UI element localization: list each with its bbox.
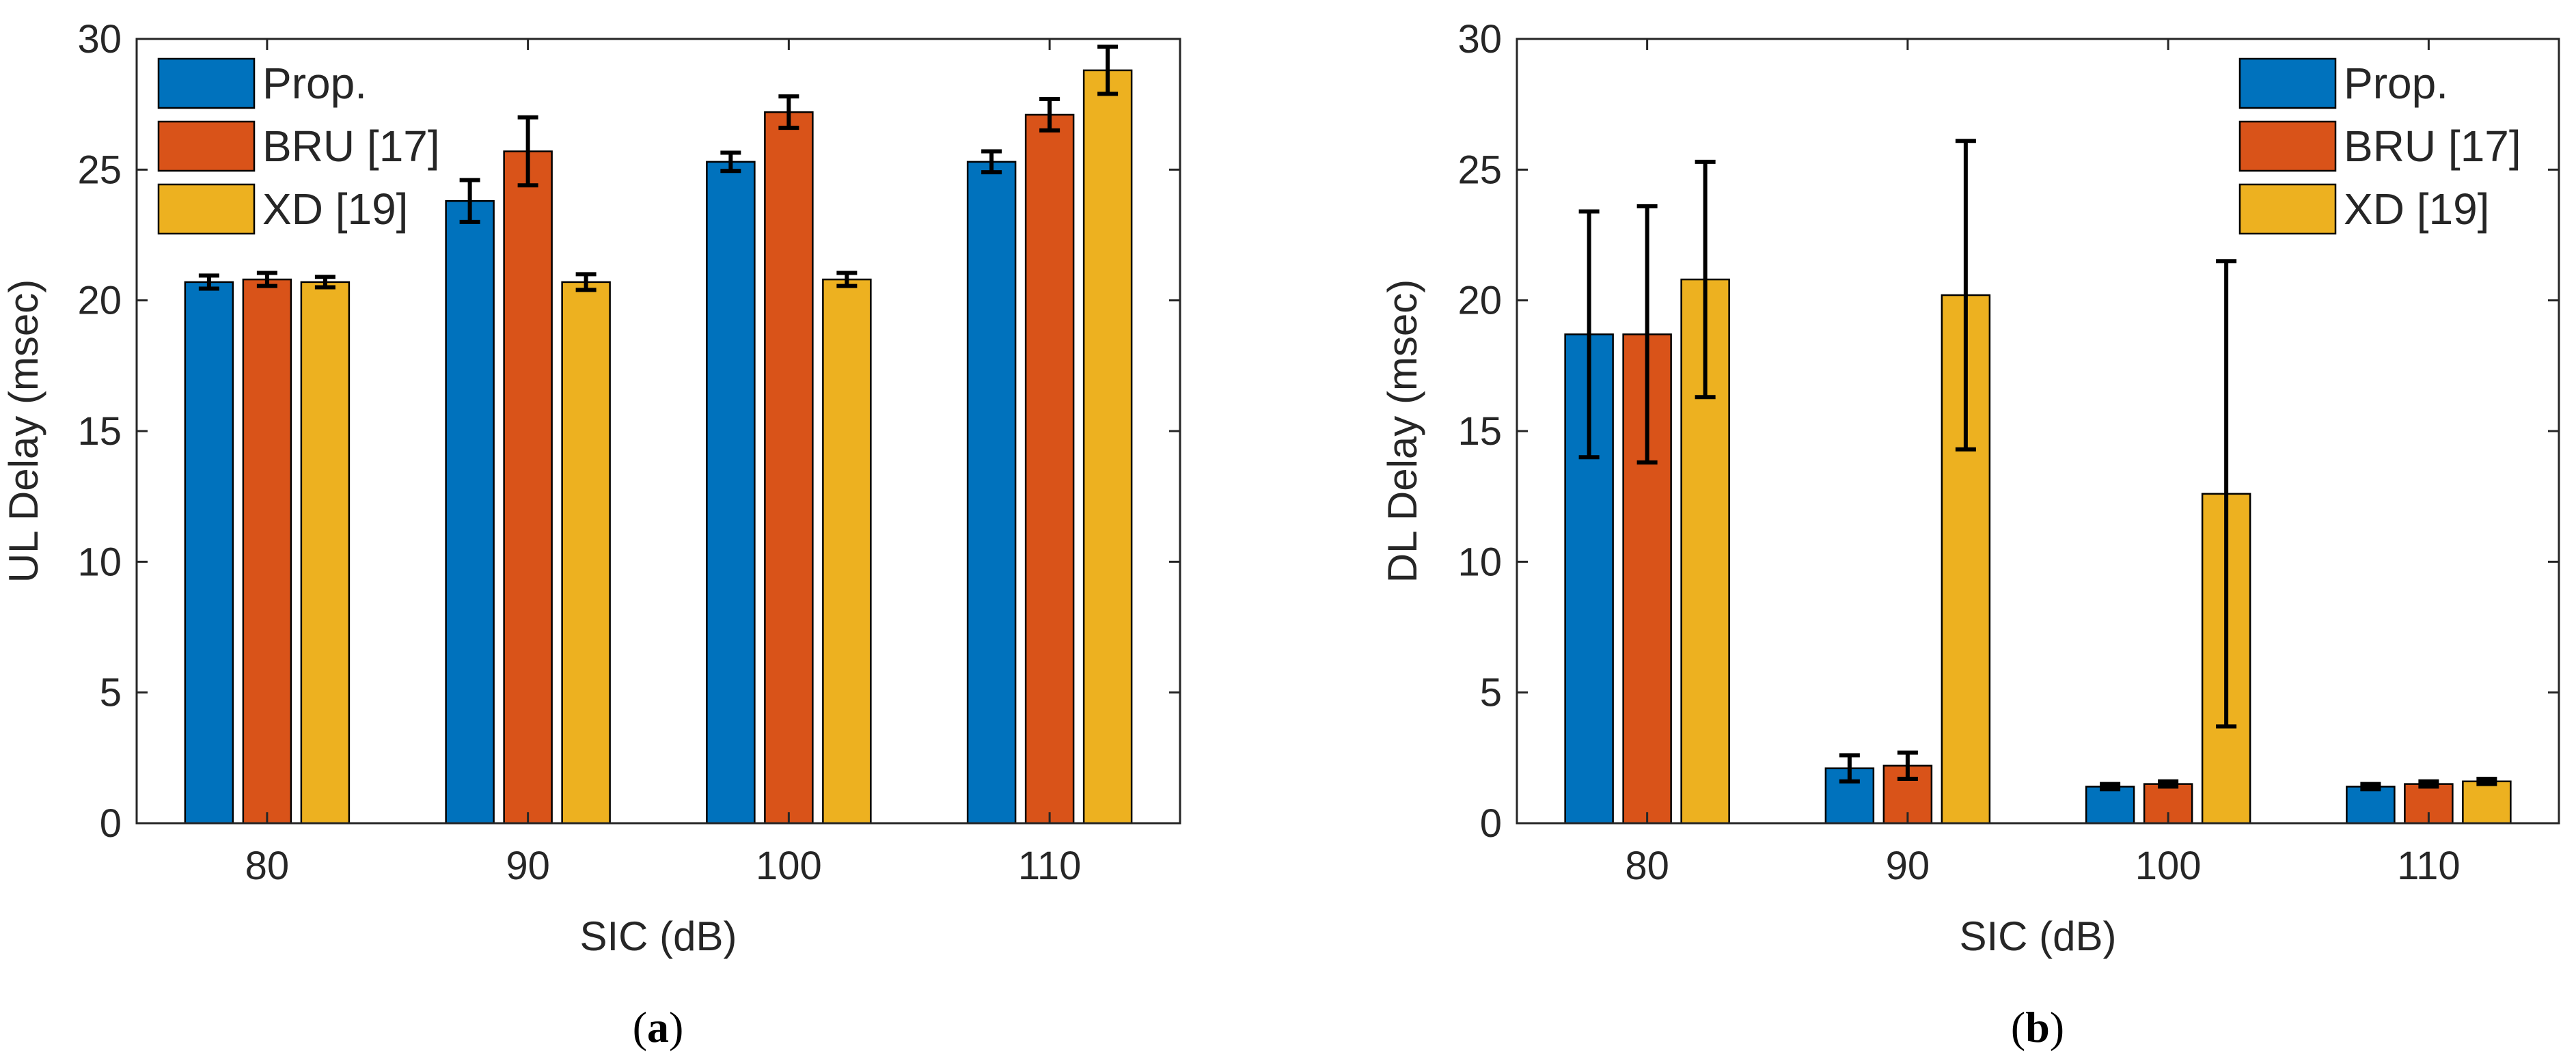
y-axis-label: UL Delay (msec) xyxy=(1,279,46,583)
error-bar xyxy=(2158,779,2179,789)
y-tick-label: 0 xyxy=(1480,801,1502,846)
legend-swatch xyxy=(2238,120,2337,172)
bar-XD [19]-110 xyxy=(2462,780,2512,825)
error-bar xyxy=(2216,259,2237,729)
x-tick-label: 80 xyxy=(245,844,290,888)
bar-Prop.-100 xyxy=(706,161,756,825)
y-tick-label: 5 xyxy=(100,671,122,715)
error-bar xyxy=(2100,782,2121,792)
panel-caption: (b) xyxy=(2011,1003,2064,1051)
y-tick-label: 10 xyxy=(1457,540,1502,584)
error-bar xyxy=(1897,750,1918,781)
y-tick-label: 25 xyxy=(1457,148,1502,192)
legend-swatch xyxy=(2238,183,2337,235)
error-bar xyxy=(2360,782,2381,792)
bar-BRU [17]-90 xyxy=(503,150,553,825)
y-tick-label: 5 xyxy=(1480,671,1502,715)
y-tick-label: 25 xyxy=(77,148,122,192)
error-bar xyxy=(1636,204,1658,465)
error-bar xyxy=(1955,139,1976,452)
bar-XD [19]-80 xyxy=(300,281,351,825)
chart-panel-b: 0 5 10 15 20 25 30 80 90 100 110 SIC (dB) DL Delay (… xyxy=(1380,17,2560,1051)
x-axis-label: SIC (dB) xyxy=(1959,913,2116,959)
y-tick-label: 30 xyxy=(1457,17,1502,61)
y-tick-label: 20 xyxy=(1457,279,1502,323)
error-bar xyxy=(836,271,858,288)
legend-swatch xyxy=(2238,57,2337,109)
error-bar xyxy=(1839,753,1860,784)
x-tick-label: 110 xyxy=(2397,844,2460,888)
legend: Prop. BRU [17] XD [19] xyxy=(157,57,440,235)
y-tick-label: 15 xyxy=(1457,409,1502,454)
error-bar xyxy=(459,178,480,224)
bar-XD [19]-110 xyxy=(1082,69,1133,825)
bar-BRU [17]-110 xyxy=(1024,113,1075,825)
error-bar xyxy=(575,272,597,292)
error-bar xyxy=(314,275,335,290)
error-bar xyxy=(778,94,799,130)
bar-Prop.-80 xyxy=(184,281,234,825)
legend-label: BRU [17] xyxy=(2344,122,2521,171)
bar-Prop.-110 xyxy=(966,161,1017,825)
legend-label: XD [19] xyxy=(2344,184,2489,234)
error-bar xyxy=(2476,776,2497,786)
legend-label: XD [19] xyxy=(262,184,408,234)
x-tick-label: 100 xyxy=(756,844,822,888)
legend-label: BRU [17] xyxy=(262,122,440,171)
legend: Prop. BRU [17] XD [19] xyxy=(2238,57,2521,235)
legend-swatch xyxy=(157,57,256,109)
chart-panel-a: 0 5 10 15 20 25 30 80 90 100 110 SIC (dB) UL Delay (… xyxy=(1,17,1181,1051)
y-axis-label: DL Delay (msec) xyxy=(1380,279,1425,583)
error-bar xyxy=(198,273,219,291)
panel-caption: (a) xyxy=(633,1003,684,1051)
error-bar xyxy=(1097,44,1119,96)
bar-Prop.-110 xyxy=(2346,786,2396,825)
error-bar xyxy=(517,115,538,188)
legend-swatch xyxy=(157,183,256,235)
y-tick-label: 10 xyxy=(77,540,122,584)
y-tick-label: 0 xyxy=(100,801,122,846)
error-bar xyxy=(720,150,741,174)
legend-label: Prop. xyxy=(262,59,367,108)
bar-BRU [17]-80 xyxy=(242,278,292,825)
x-tick-label: 90 xyxy=(506,844,550,888)
bar-Prop.-90 xyxy=(445,200,495,825)
x-tick-label: 90 xyxy=(1886,844,1930,888)
legend-label: Prop. xyxy=(2344,59,2448,108)
y-tick-label: 15 xyxy=(77,409,122,454)
x-tick-label: 80 xyxy=(1625,844,1669,888)
x-tick-label: 100 xyxy=(2135,844,2202,888)
x-tick-label: 110 xyxy=(1018,844,1081,888)
y-tick-label: 20 xyxy=(77,279,122,323)
legend-swatch xyxy=(157,120,256,172)
y-tick-label: 30 xyxy=(77,17,122,61)
error-bar xyxy=(2418,779,2439,789)
error-bar xyxy=(1039,97,1060,133)
error-bar xyxy=(256,271,277,288)
x-axis-label: SIC (dB) xyxy=(579,913,737,959)
bar-BRU [17]-100 xyxy=(764,111,814,825)
error-bar xyxy=(981,149,1002,175)
error-bar xyxy=(1695,159,1716,400)
bar-Prop.-100 xyxy=(2085,786,2135,825)
bar-XD [19]-100 xyxy=(822,278,872,825)
error-bar xyxy=(1578,209,1600,460)
bar-XD [19]-90 xyxy=(561,281,611,825)
